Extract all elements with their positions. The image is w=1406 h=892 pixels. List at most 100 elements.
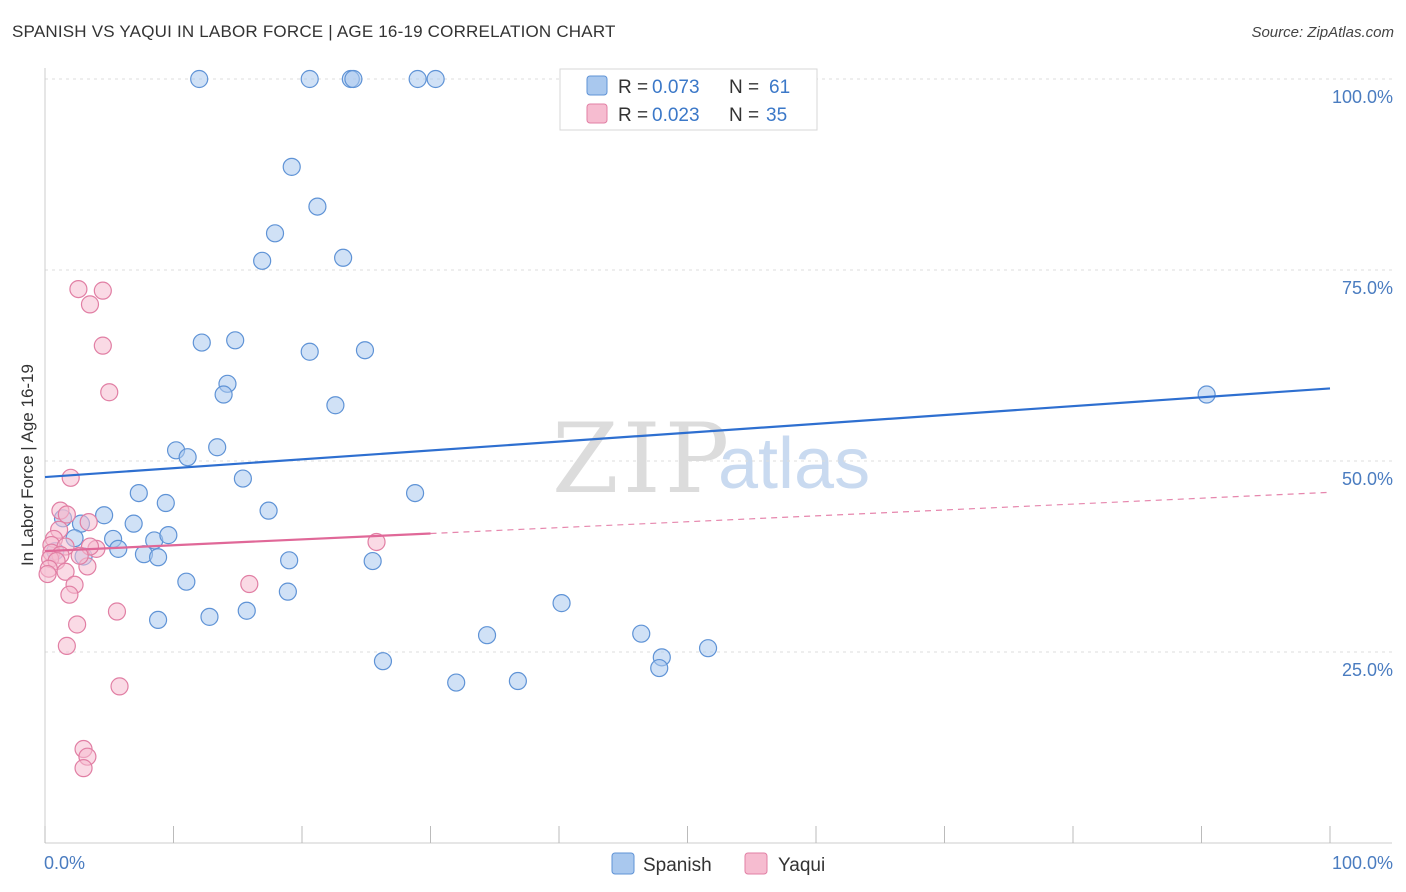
spanish-point (226, 331, 245, 350)
legend-yaqui-n-value: 35 (766, 105, 787, 126)
spanish-point (237, 601, 256, 620)
spanish-point (192, 333, 211, 352)
spanish-point (129, 483, 148, 503)
spanish-point (552, 594, 571, 613)
y-axis-title: In Labor Force | Age 16-19 (18, 364, 37, 566)
bottom-legend-yaqui: Yaqui (778, 855, 825, 876)
yaqui-point (107, 602, 127, 621)
legend-yaqui-r-label: R = (618, 105, 648, 126)
spanish-point (95, 506, 114, 525)
spanish-point (355, 341, 375, 360)
legend-spanish-n-value: 61 (769, 77, 790, 98)
watermark-atlas: atlas (718, 424, 870, 504)
legend-spanish-n-label: N = (729, 77, 759, 98)
legend-spanish-r-value: 0.073 (652, 77, 700, 98)
spanish-point (373, 652, 393, 671)
series-legend: Spanish Yaqui (611, 852, 825, 876)
legend-swatch-yaqui (586, 103, 608, 124)
spanish-point (177, 572, 196, 591)
x-tick-label-max: 100.0% (1332, 853, 1393, 873)
spanish-point (148, 548, 168, 567)
spanish-point (124, 514, 143, 533)
yaqui-point (56, 562, 75, 581)
spanish-point (265, 224, 285, 243)
yaqui-point (93, 281, 112, 300)
spanish-point (408, 69, 427, 89)
y-tick-labels: 100.0% 75.0% 50.0% 25.0% (1332, 87, 1393, 680)
spanish-point (405, 483, 425, 503)
spanish-point (447, 673, 466, 692)
yaqui-trend-line-extension (430, 491, 1331, 535)
yaqui-point (61, 468, 80, 487)
yaqui-point (79, 513, 98, 532)
spanish-point (259, 501, 278, 520)
spanish-point (159, 526, 178, 545)
spanish-point (508, 671, 527, 691)
x-tick-labels: 0.0% 100.0% (44, 853, 1393, 873)
yaqui-point (74, 759, 93, 778)
watermark-zip: ZIP (552, 403, 733, 515)
legend-yaqui-n-label: N = (729, 105, 759, 126)
spanish-point (190, 69, 209, 89)
spanish-point (278, 582, 297, 601)
yaqui-point (110, 677, 129, 696)
spanish-point (282, 157, 301, 176)
yaqui-point (100, 383, 119, 402)
y-tick-label: 25.0% (1342, 660, 1393, 680)
legend-yaqui-r-value: 0.023 (652, 105, 700, 126)
source-label: Source: ZipAtlas.com (1251, 24, 1394, 41)
spanish-point (363, 551, 382, 571)
spanish-point (326, 396, 345, 415)
spanish-point (344, 69, 363, 89)
spanish-point (300, 69, 319, 89)
yaqui-point (240, 574, 259, 594)
yaqui-point (93, 336, 112, 355)
spanish-point (650, 658, 669, 678)
yaqui-trend-line (44, 532, 431, 553)
yaqui-point (70, 546, 89, 565)
bottom-legend-swatch-yaqui (744, 852, 768, 875)
spanish-point (477, 626, 497, 645)
legend-spanish-r-label: R = (618, 77, 648, 98)
spanish-point (200, 607, 219, 626)
yaqui-point (57, 636, 76, 655)
grid-lines (45, 78, 1392, 653)
y-tick-label: 50.0% (1342, 469, 1393, 489)
spanish-point (233, 469, 252, 488)
spanish-point (208, 438, 227, 457)
legend-swatch-spanish (586, 75, 608, 96)
spanish-point (698, 639, 718, 658)
bottom-legend-swatch-spanish (611, 852, 635, 875)
watermark: ZIP atlas (552, 403, 870, 515)
spanish-point (300, 342, 319, 361)
axes (44, 68, 1392, 844)
yaqui-point (68, 615, 87, 634)
stats-legend: R = 0.073 N = 61 R = 0.023 N = 35 (559, 68, 818, 131)
bottom-legend-spanish: Spanish (643, 855, 712, 876)
trend-lines (44, 387, 1331, 553)
data-points (38, 69, 1216, 778)
y-tick-label: 100.0% (1332, 87, 1393, 107)
spanish-point (308, 197, 327, 216)
spanish-point (214, 385, 233, 404)
chart-title: SPANISH VS YAQUI IN LABOR FORCE | AGE 16… (12, 22, 616, 41)
spanish-point (1197, 385, 1216, 404)
yaqui-point (38, 564, 57, 584)
y-tick-label: 75.0% (1342, 278, 1393, 298)
yaqui-point (57, 505, 76, 524)
spanish-point (156, 493, 175, 513)
spanish-point (178, 448, 197, 467)
yaqui-point (60, 585, 79, 604)
spanish-trend-line (44, 387, 1331, 479)
spanish-point (426, 69, 445, 89)
spanish-point (632, 624, 651, 643)
yaqui-point (69, 280, 88, 299)
spanish-point (148, 610, 168, 630)
yaqui-point (80, 295, 100, 314)
spanish-point (253, 251, 272, 270)
yaqui-point (367, 532, 386, 552)
x-tick-label-min: 0.0% (44, 853, 85, 873)
spanish-point (334, 248, 353, 267)
spanish-point (280, 551, 299, 570)
